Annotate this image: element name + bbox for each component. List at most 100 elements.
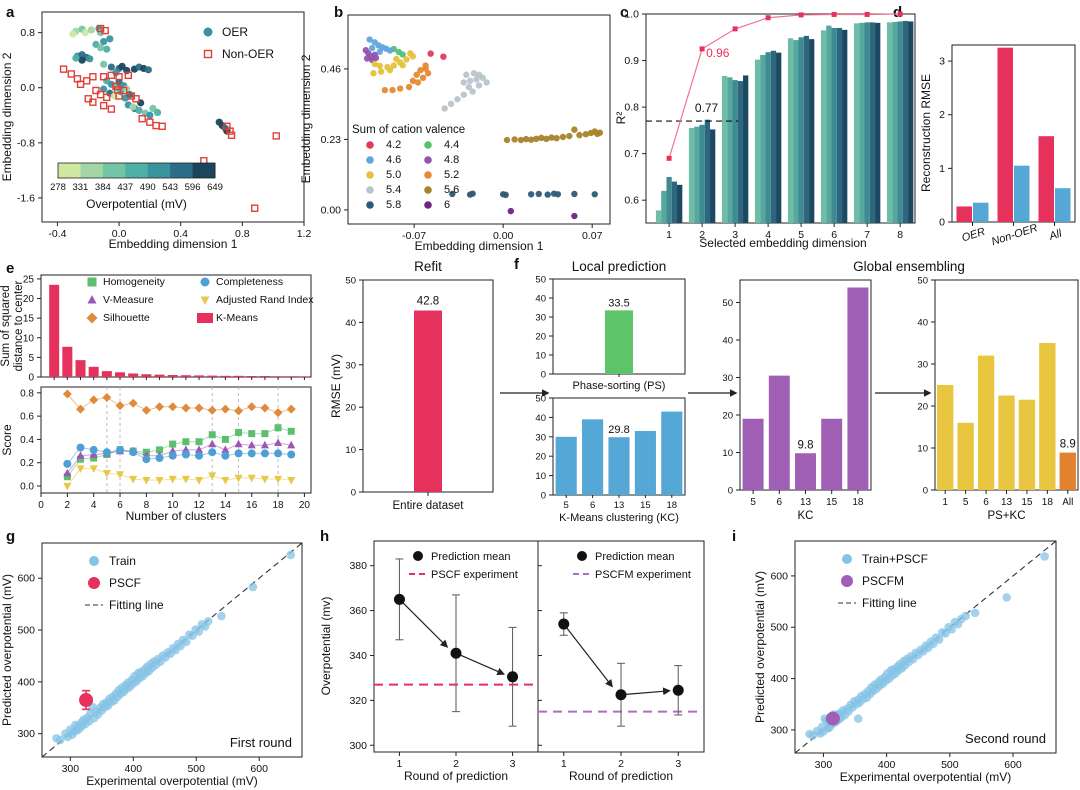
- svg-text:2: 2: [453, 758, 459, 770]
- svg-text:1.2: 1.2: [297, 228, 312, 240]
- svg-text:596: 596: [185, 182, 201, 193]
- svg-text:0: 0: [28, 373, 34, 384]
- svg-text:20: 20: [917, 402, 928, 413]
- svg-text:Fitting line: Fitting line: [862, 596, 917, 610]
- svg-text:8: 8: [144, 500, 150, 511]
- svg-text:4.8: 4.8: [444, 154, 459, 166]
- svg-text:5.2: 5.2: [444, 169, 459, 181]
- svg-text:300: 300: [349, 740, 367, 752]
- svg-text:40: 40: [535, 294, 546, 305]
- svg-text:OER: OER: [960, 226, 986, 245]
- panel-letter-h: h: [320, 528, 330, 545]
- svg-text:0.00: 0.00: [321, 204, 342, 216]
- svg-text:2: 2: [699, 229, 705, 241]
- svg-text:4: 4: [765, 229, 771, 241]
- svg-text:40: 40: [722, 336, 733, 347]
- svg-text:300: 300: [815, 759, 833, 771]
- svg-text:384: 384: [95, 182, 111, 193]
- svg-text:5.4: 5.4: [386, 184, 401, 196]
- svg-text:18: 18: [273, 500, 285, 511]
- svg-text:3: 3: [732, 229, 738, 241]
- svg-text:15: 15: [1021, 497, 1033, 508]
- svg-text:0.77: 0.77: [695, 101, 719, 115]
- svg-text:PS+KC: PS+KC: [987, 510, 1025, 522]
- svg-text:K-Means: K-Means: [216, 312, 258, 324]
- svg-text:5.6: 5.6: [444, 184, 459, 196]
- svg-text:Experimental overpotential (mV: Experimental overpotential (mV): [86, 774, 257, 788]
- svg-text:Reconstruction RMSE: Reconstruction RMSE: [919, 74, 933, 192]
- svg-text:340: 340: [349, 650, 367, 662]
- svg-text:Entire dataset: Entire dataset: [393, 500, 465, 512]
- svg-text:40: 40: [917, 318, 928, 329]
- svg-text:33.5: 33.5: [608, 297, 629, 309]
- svg-text:0.6: 0.6: [20, 412, 34, 423]
- svg-text:-1.6: -1.6: [17, 192, 35, 204]
- panel-c-chart: 1 2 3 4 5 6 7 8 0.6 0.7 0.8 0.9 1.0 Selected embeddin…: [614, 9, 916, 250]
- svg-text:3: 3: [939, 56, 945, 68]
- svg-text:0.07: 0.07: [582, 230, 603, 242]
- svg-text:50: 50: [535, 275, 546, 286]
- panel-b-chart: -0.07 0.00 0.07 0.00 0.23 0.46 Embedding dimen…: [299, 14, 611, 253]
- svg-text:20: 20: [722, 411, 733, 422]
- svg-text:1: 1: [939, 163, 945, 175]
- svg-text:15: 15: [826, 497, 838, 508]
- svg-text:First round: First round: [230, 735, 292, 750]
- panel-d-chart: 0 1 2 3 Reconstruction RMSE OER Non-OER All: [919, 44, 1076, 248]
- svg-text:331: 331: [72, 182, 88, 193]
- svg-text:20: 20: [23, 294, 35, 305]
- svg-text:0: 0: [728, 486, 733, 497]
- svg-text:0: 0: [541, 370, 546, 381]
- svg-text:0.9: 0.9: [624, 55, 639, 67]
- svg-text:Adjusted Rand Index: Adjusted Rand Index: [216, 294, 314, 306]
- panel-letter-g: g: [6, 528, 16, 545]
- panel-letter-d: d: [893, 4, 903, 21]
- svg-text:490: 490: [140, 182, 156, 193]
- svg-text:0.0: 0.0: [20, 82, 35, 94]
- svg-text:Train: Train: [109, 554, 136, 568]
- svg-text:0.8: 0.8: [624, 102, 639, 114]
- svg-text:500: 500: [187, 763, 205, 775]
- svg-text:543: 543: [162, 182, 178, 193]
- svg-text:10: 10: [535, 471, 546, 482]
- svg-text:4.2: 4.2: [386, 139, 401, 151]
- svg-text:2: 2: [939, 109, 945, 121]
- svg-text:8: 8: [897, 229, 903, 241]
- svg-text:5: 5: [798, 229, 804, 241]
- svg-text:Prediction mean: Prediction mean: [595, 551, 675, 563]
- svg-text:10: 10: [535, 351, 546, 362]
- svg-text:5: 5: [750, 497, 756, 508]
- svg-text:15: 15: [640, 500, 651, 511]
- svg-text:20: 20: [535, 452, 546, 463]
- svg-text:600: 600: [1004, 759, 1022, 771]
- svg-text:6: 6: [983, 497, 989, 508]
- svg-text:K-Means clustering (KC): K-Means clustering (KC): [559, 512, 679, 524]
- svg-text:14: 14: [220, 500, 232, 511]
- panel-letter-f: f: [514, 256, 519, 273]
- svg-text:PSCFM: PSCFM: [862, 574, 904, 588]
- svg-text:PSCF: PSCF: [109, 576, 141, 590]
- svg-text:20: 20: [345, 403, 356, 414]
- svg-text:0.23: 0.23: [321, 134, 342, 146]
- svg-text:0: 0: [351, 488, 356, 499]
- svg-text:5.0: 5.0: [386, 169, 401, 181]
- svg-text:6: 6: [590, 500, 595, 511]
- svg-text:0.4: 0.4: [173, 228, 188, 240]
- svg-text:-0.4: -0.4: [48, 228, 66, 240]
- svg-text:0: 0: [38, 500, 44, 511]
- svg-text:0.46: 0.46: [321, 63, 342, 75]
- svg-text:Embedding dimension 1: Embedding dimension 1: [415, 239, 544, 253]
- svg-text:50: 50: [535, 394, 546, 405]
- panel-a-chart: -0.4 0.0 0.4 0.8 1.20.80.0-0.8-1.6Embedding …: [0, 11, 312, 251]
- svg-text:500: 500: [770, 622, 788, 634]
- svg-text:18: 18: [852, 497, 864, 508]
- svg-text:7: 7: [864, 229, 870, 241]
- svg-text:All: All: [1062, 497, 1073, 508]
- svg-text:-0.8: -0.8: [17, 137, 35, 149]
- svg-text:6: 6: [117, 500, 123, 511]
- svg-text:437: 437: [117, 182, 133, 193]
- panel-letter-b: b: [334, 4, 344, 21]
